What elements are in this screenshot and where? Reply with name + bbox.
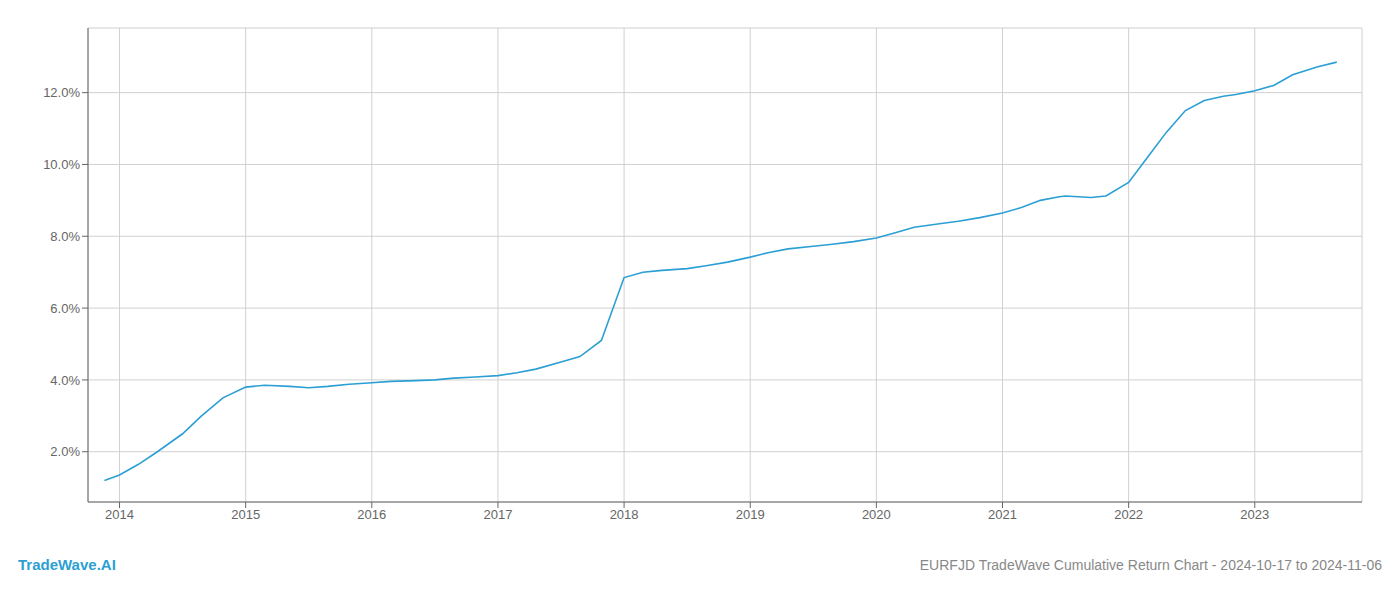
html-text:TradeWave.AI: TradeWave.AI: [18, 556, 116, 573]
svg-text:8.0%: 8.0%: [50, 229, 80, 244]
svg-text:2016: 2016: [357, 507, 386, 522]
html-text:EURFJD TradeWave Cumulative Re: EURFJD TradeWave Cumulative Return Chart…: [919, 557, 1382, 573]
svg-text:2022: 2022: [1114, 507, 1143, 522]
svg-text:2014: 2014: [105, 507, 134, 522]
svg-text:2020: 2020: [862, 507, 891, 522]
svg-text:4.0%: 4.0%: [50, 373, 80, 388]
svg-text:2017: 2017: [483, 507, 512, 522]
svg-text:2023: 2023: [1240, 507, 1269, 522]
svg-text:2018: 2018: [610, 507, 639, 522]
svg-text:6.0%: 6.0%: [50, 301, 80, 316]
svg-text:2021: 2021: [988, 507, 1017, 522]
svg-text:2.0%: 2.0%: [50, 444, 80, 459]
svg-text:2015: 2015: [231, 507, 260, 522]
svg-text:2019: 2019: [736, 507, 765, 522]
svg-text:12.0%: 12.0%: [43, 85, 80, 100]
svg-text:10.0%: 10.0%: [43, 157, 80, 172]
